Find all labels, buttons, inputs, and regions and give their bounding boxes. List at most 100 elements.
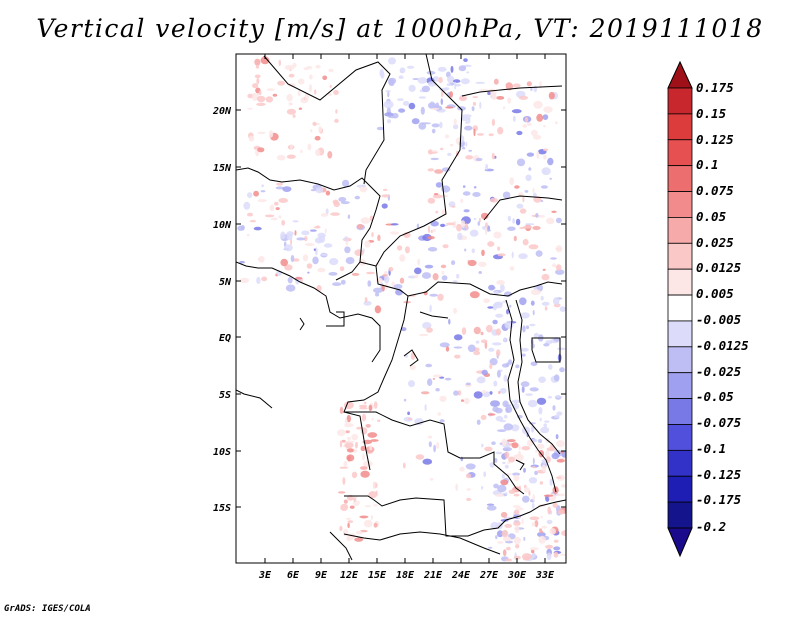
shading-speck — [502, 536, 512, 542]
shading-speck — [460, 198, 464, 203]
shading-speck — [383, 100, 394, 109]
shading-speck — [388, 57, 396, 65]
shading-speck — [339, 525, 343, 532]
shading-speck — [431, 123, 440, 128]
shading-speck — [399, 257, 404, 261]
shading-speck — [338, 197, 347, 202]
shading-speck — [275, 207, 280, 211]
shading-speck — [522, 495, 530, 503]
shading-speck — [546, 456, 551, 463]
shading-speck — [473, 326, 481, 335]
shading-speck — [344, 236, 348, 242]
shading-speck — [427, 435, 433, 439]
shading-speck — [532, 310, 535, 316]
shading-speck — [532, 457, 535, 465]
colorbar-box — [667, 424, 693, 451]
shading-speck — [490, 521, 499, 530]
shading-speck — [356, 426, 363, 430]
shading-speck — [507, 97, 512, 104]
shading-speck — [253, 226, 262, 231]
shading-speck — [360, 445, 366, 452]
shading-speck — [381, 194, 390, 198]
shading-speck — [412, 78, 420, 80]
shading-speck — [264, 214, 275, 218]
shading-speck — [547, 396, 553, 399]
shading-speck — [385, 90, 391, 93]
shading-speck — [494, 457, 498, 463]
shading-speck — [315, 148, 321, 157]
shading-speck — [509, 177, 515, 186]
shading-speck — [377, 419, 381, 422]
shading-speck — [532, 225, 541, 231]
shading-speck — [461, 147, 466, 150]
shading-speck — [555, 434, 559, 440]
shading-speck — [514, 509, 520, 515]
shading-speck — [555, 245, 563, 253]
shading-speck — [493, 78, 499, 85]
shading-speck — [523, 536, 526, 541]
shading-speck — [453, 346, 463, 349]
shading-speck — [286, 94, 293, 102]
shading-speck — [500, 284, 505, 292]
shading-speck — [429, 304, 432, 313]
shading-speck — [328, 68, 334, 73]
shading-speck — [475, 81, 486, 84]
shading-speck — [328, 272, 338, 276]
shading-speck — [449, 91, 454, 98]
shading-speck — [557, 509, 565, 515]
shading-speck — [539, 417, 542, 422]
shading-speck — [526, 81, 532, 87]
lat-label-10n: 10N — [213, 220, 232, 231]
shading-speck — [481, 486, 484, 490]
shading-speck — [332, 282, 342, 286]
shading-speck — [560, 484, 566, 488]
shading-speck — [364, 296, 368, 303]
shading-speck — [426, 327, 433, 333]
shading-speck — [465, 382, 471, 386]
shading-speck — [373, 504, 378, 507]
shading-speck — [460, 456, 464, 462]
shading-speck — [528, 477, 538, 484]
shading-speck — [435, 388, 440, 392]
shading-speck — [367, 432, 378, 438]
shading-speck — [380, 71, 385, 79]
shading-speck — [433, 444, 436, 453]
colorbar-label: 0.05 — [696, 209, 727, 224]
colorbar-label: 0.175 — [696, 80, 734, 95]
shading-speck — [436, 442, 440, 449]
shading-speck — [501, 438, 507, 447]
shading-speck — [493, 231, 502, 239]
shading-speck — [256, 102, 266, 106]
shading-speck — [339, 266, 345, 272]
shading-speck — [247, 212, 253, 217]
shading-speck — [345, 440, 355, 443]
shading-speck — [344, 423, 354, 428]
shading-speck — [458, 65, 467, 72]
shading-speck — [507, 226, 516, 231]
shading-speck — [427, 378, 433, 387]
shading-speck — [507, 461, 511, 464]
shading-speck — [511, 399, 521, 404]
shading-speck — [256, 95, 266, 103]
shading-speck — [347, 522, 350, 529]
shading-speck — [418, 96, 427, 99]
shading-speck — [472, 192, 481, 197]
shading-speck — [290, 144, 293, 150]
shading-speck — [473, 350, 481, 356]
shading-speck — [308, 84, 313, 93]
shading-speck — [489, 363, 493, 370]
shading-speck — [278, 59, 281, 66]
shading-speck — [313, 248, 316, 251]
shading-speck — [277, 80, 285, 86]
shading-speck — [526, 122, 532, 126]
shading-speck — [432, 273, 439, 281]
shading-speck — [478, 217, 481, 223]
shading-speck — [519, 297, 527, 306]
shading-speck — [408, 102, 416, 110]
shading-speck — [559, 553, 566, 556]
shading-speck — [387, 91, 390, 98]
shading-speck — [491, 152, 495, 160]
shading-speck — [422, 233, 432, 242]
shading-speck — [433, 76, 439, 80]
shading-speck — [541, 273, 550, 281]
